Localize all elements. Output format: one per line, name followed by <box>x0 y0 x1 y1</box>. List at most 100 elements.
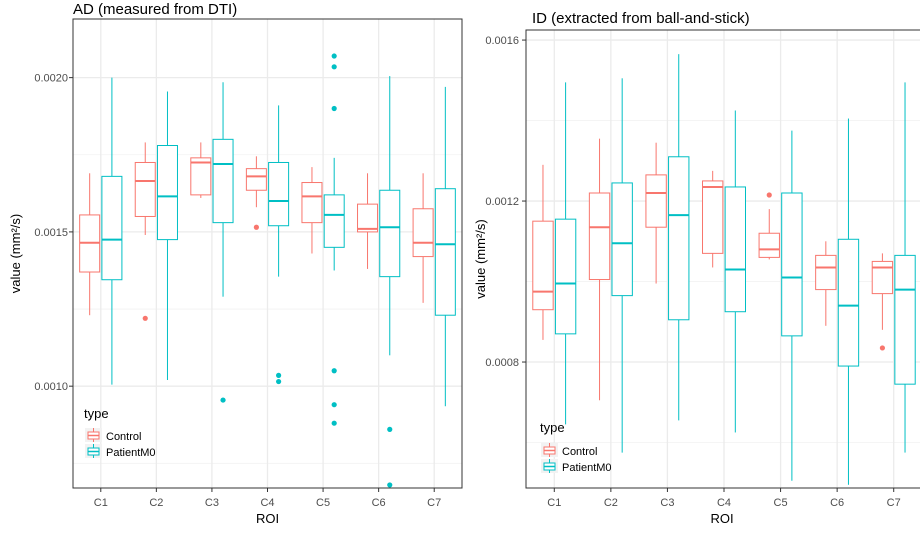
outlier-point <box>331 105 337 112</box>
y-axis-label: value (mm²/s) <box>473 219 488 298</box>
outlier-point <box>276 372 282 378</box>
box-iqr <box>871 260 894 295</box>
box-iqr <box>434 188 456 316</box>
box-iqr <box>702 180 724 254</box>
box-iqr <box>837 238 860 367</box>
box-iqr <box>101 175 123 281</box>
box-control-c7 <box>412 173 434 303</box>
box-control-c2 <box>588 138 611 401</box>
outlier-point <box>331 368 337 374</box>
box-patientm0-c1 <box>101 77 123 385</box>
chart-title: ID (extracted from ball-and-stick) <box>532 10 750 27</box>
box-iqr <box>554 218 577 335</box>
outlier-point <box>331 402 337 408</box>
box-iqr <box>611 182 633 297</box>
x-tick-label: C2 <box>604 497 618 509</box>
x-tick-label: C5 <box>774 497 788 509</box>
box-patientm0-c5 <box>781 130 803 481</box>
box-patientm0-c4 <box>724 110 746 433</box>
x-tick-label: C4 <box>260 497 274 509</box>
box-patientm0-c1 <box>554 82 577 425</box>
box-iqr <box>532 220 554 311</box>
outlier-point <box>879 345 886 351</box>
outlier-point <box>142 315 148 321</box>
box-iqr <box>301 182 323 224</box>
outlier-point <box>276 378 282 385</box>
box-iqr <box>190 157 212 196</box>
box-control-c5 <box>301 167 323 254</box>
box-iqr <box>724 186 746 313</box>
chart-title: AD (measured from DTI) <box>73 1 237 18</box>
y-tick-label: 0.0008 <box>485 357 519 369</box>
outlier-point <box>387 426 393 432</box>
box-iqr <box>357 203 379 233</box>
id-chart: ID (extracted from ball-and-stick) 0.0008… <box>473 10 920 526</box>
x-tick-label: C1 <box>94 497 108 509</box>
box-iqr <box>245 168 267 191</box>
box-iqr <box>894 254 916 385</box>
x-tick-label: C7 <box>887 497 901 509</box>
box-patientm0-c3 <box>668 54 690 421</box>
outlier-point <box>331 420 337 426</box>
legend: type Control PatientM0 <box>540 420 612 474</box>
outlier-point <box>253 224 259 230</box>
box-patientm0-c6 <box>379 76 401 488</box>
y-axis-label: value (mm²/s) <box>8 214 23 293</box>
box-control-c6 <box>815 241 837 326</box>
outlier-point <box>331 64 337 70</box>
box-iqr <box>815 254 837 291</box>
outlier-point <box>387 482 393 488</box>
y-tick-label: 0.0016 <box>485 35 519 47</box>
outlier-point <box>331 53 337 59</box>
box-control-c2 <box>134 142 156 321</box>
box-control-c1 <box>532 164 554 340</box>
y-tick-label: 0.0015 <box>34 227 68 239</box>
y-tick-label: 0.0010 <box>34 381 68 393</box>
box-patientm0-c2 <box>611 78 633 453</box>
box-iqr <box>758 232 780 258</box>
legend-title: type <box>84 406 109 421</box>
legend-label-control: Control <box>106 431 141 443</box>
box-iqr <box>156 145 178 241</box>
box-patientm0-c6 <box>837 118 860 485</box>
box-iqr <box>134 161 156 217</box>
legend: type Control PatientM0 <box>84 406 156 459</box>
ad-chart: AD (measured from DTI) 0.0010 0.0015 0.0020… <box>8 1 463 526</box>
box-control-c3 <box>190 142 212 198</box>
box-patientm0-c5 <box>323 53 345 426</box>
legend-label-patientm0: PatientM0 <box>562 462 612 474</box>
box-iqr <box>645 174 667 228</box>
y-tick-label: 0.0012 <box>485 196 519 208</box>
box-control-c4 <box>702 170 724 268</box>
x-tick-label: C3 <box>205 497 219 509</box>
box-patientm0-c3 <box>212 82 234 403</box>
box-iqr <box>212 138 234 224</box>
box-iqr <box>379 189 401 278</box>
box-patientm0-c2 <box>156 91 178 381</box>
outlier-point <box>766 192 772 198</box>
box-control-c1 <box>79 173 101 316</box>
box-iqr <box>323 194 345 248</box>
x-tick-label: C7 <box>427 497 441 509</box>
box-iqr <box>412 208 434 258</box>
box-iqr <box>668 156 690 321</box>
box-patientm0-c7 <box>894 82 916 453</box>
box-iqr <box>781 192 803 337</box>
x-tick-label: C4 <box>717 497 731 509</box>
x-axis-label: ROI <box>256 511 279 526</box>
x-tick-label: C1 <box>547 497 561 509</box>
x-tick-label: C2 <box>149 497 163 509</box>
x-tick-label: C5 <box>316 497 330 509</box>
box-control-c7 <box>871 253 894 351</box>
box-patientm0-c4 <box>268 105 290 385</box>
box-control-c4 <box>245 156 267 230</box>
x-axis-label: ROI <box>710 511 733 526</box>
x-tick-label: C6 <box>372 497 386 509</box>
x-tick-label: C6 <box>830 497 844 509</box>
outlier-point <box>220 397 226 403</box>
box-iqr <box>268 161 290 227</box>
plot-panel <box>526 30 920 488</box>
box-control-c6 <box>357 173 379 269</box>
